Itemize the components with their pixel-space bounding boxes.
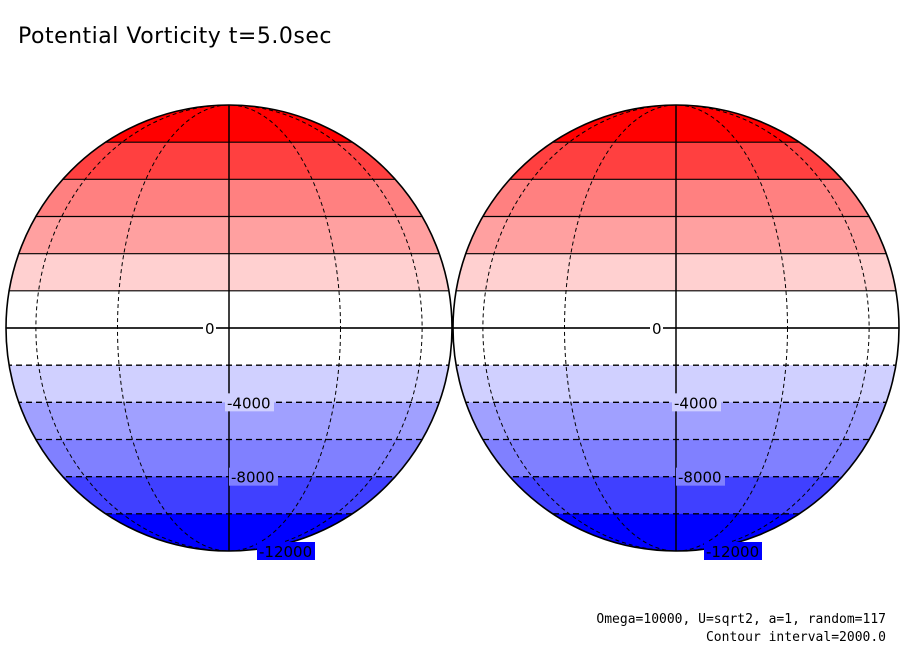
contour-label: -12000 — [706, 543, 759, 561]
parameters-note: Omega=10000, U=sqrt2, a=1, random=117 — [596, 612, 886, 627]
contour-label: -8000 — [678, 469, 722, 487]
contour-label: -4000 — [674, 394, 718, 412]
contour-label: -12000 — [259, 543, 312, 561]
contour-label-bg — [704, 542, 762, 560]
contour-label-bg — [676, 467, 725, 486]
contour-label-bg — [203, 319, 216, 337]
globe-outline — [5, 104, 453, 552]
contour-label-bg — [229, 467, 278, 486]
contour-label: 0 — [652, 320, 662, 338]
contour-label-bg — [257, 542, 315, 560]
contour-interval-note: Contour interval=2000.0 — [705, 630, 886, 645]
contour-label: -4000 — [227, 394, 271, 412]
plot-title: Potential Vorticity t=5.0sec — [18, 24, 332, 49]
contour-label-bg — [672, 393, 721, 412]
contour-label-bg — [225, 393, 274, 412]
contour-label: -8000 — [231, 469, 275, 487]
globe-outline — [452, 104, 900, 552]
contour-label: 0 — [205, 320, 215, 338]
contour-label-bg — [650, 319, 663, 337]
